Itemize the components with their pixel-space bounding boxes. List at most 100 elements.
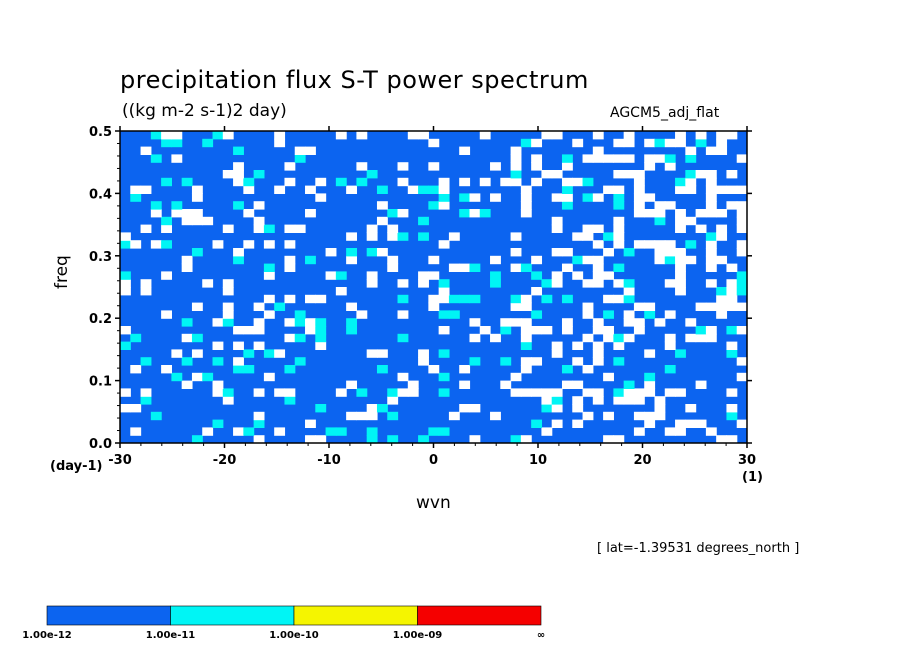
field-cell [428, 138, 440, 148]
field-cell [510, 388, 522, 397]
field-cell [448, 263, 460, 272]
field-cell [294, 318, 306, 327]
field-cell [366, 170, 378, 179]
field-cell [202, 138, 214, 148]
chart-title: precipitation flux S-T power spectrum [120, 66, 589, 94]
field-cell [675, 177, 686, 187]
field-cell [695, 333, 707, 343]
field-cell [305, 185, 316, 194]
field-cell [366, 248, 378, 257]
field-cell [736, 224, 748, 233]
field-cell [120, 388, 131, 397]
field-cell [541, 279, 553, 288]
field-cell [253, 216, 265, 226]
field-cell [479, 177, 491, 187]
field-cell [130, 193, 142, 202]
field-cell [623, 310, 635, 319]
field-cell [685, 177, 697, 187]
field-cell [644, 154, 656, 163]
field-cell [315, 318, 327, 327]
field-cell [520, 388, 532, 397]
field-cell [356, 177, 368, 187]
field-cell [346, 248, 358, 257]
field-cell [654, 240, 666, 249]
field-cell [675, 138, 686, 148]
field-cell [520, 318, 532, 327]
field-cell [397, 279, 409, 288]
field-cell [654, 318, 666, 327]
field-cell [315, 435, 327, 444]
field-cell [438, 310, 450, 319]
field-cell [428, 271, 440, 280]
field-cell [705, 185, 717, 194]
field-cell [140, 185, 152, 194]
field-cell [335, 131, 347, 140]
field-cell [531, 177, 543, 187]
field-cell [387, 263, 399, 272]
field-cell [644, 209, 656, 218]
field-cell [736, 240, 748, 249]
field-cell [438, 372, 450, 382]
field-cell [500, 177, 512, 187]
field-cell [233, 365, 244, 374]
field-cell [356, 388, 368, 397]
field-cell [459, 146, 471, 155]
field-cell [675, 419, 686, 428]
field-cell [490, 162, 501, 171]
field-cell [212, 131, 224, 140]
field-cell [284, 263, 296, 272]
field-cell [469, 318, 481, 327]
field-cell [644, 193, 656, 202]
field-cell [561, 185, 573, 194]
field-cell [387, 435, 399, 444]
field-cell [181, 357, 193, 366]
field-cell [623, 154, 635, 163]
field-cell [561, 193, 573, 202]
field-cell [448, 294, 460, 304]
field-cell [654, 201, 666, 210]
field-cell [243, 349, 255, 358]
field-cell [664, 333, 676, 343]
field-cell [582, 255, 594, 265]
field-cell [572, 138, 584, 148]
field-cell [233, 255, 244, 265]
field-cell [263, 349, 275, 358]
field-cell [531, 310, 543, 319]
x-tick-label: -10 [317, 453, 341, 468]
field-cell [592, 240, 604, 249]
colorbar-label: 1.00e-10 [269, 630, 319, 641]
field-cell [253, 411, 265, 421]
field-cell [561, 294, 573, 304]
colorbar-label: 1.00e-09 [393, 630, 443, 641]
field-cell [284, 318, 296, 327]
field-cell [191, 372, 203, 382]
field-cell [716, 435, 728, 444]
field-cell [490, 279, 501, 288]
field-cell [520, 341, 532, 350]
field-cell [500, 357, 512, 366]
field-cell [191, 435, 203, 444]
field-cell [675, 216, 686, 226]
field-cell [561, 365, 573, 374]
field-cell [459, 365, 471, 374]
field-cell [675, 185, 686, 194]
field-cell [222, 318, 234, 327]
field-cell [685, 419, 697, 428]
field-cell [171, 138, 183, 148]
field-cell [274, 185, 286, 194]
field-cell [387, 209, 399, 218]
field-cell [613, 357, 625, 366]
field-cell [366, 271, 378, 280]
field-cell [140, 388, 152, 397]
field-cell [726, 201, 738, 210]
field-cell [366, 224, 378, 233]
field-cell [325, 248, 337, 257]
field-cell [664, 388, 676, 397]
field-cell [438, 185, 450, 194]
field-cell [551, 131, 563, 140]
field-cell [623, 170, 635, 179]
field-cell [592, 131, 604, 140]
field-cell [561, 263, 573, 272]
field-cell [181, 380, 193, 389]
y-tick-label: 0.1 [89, 375, 112, 390]
